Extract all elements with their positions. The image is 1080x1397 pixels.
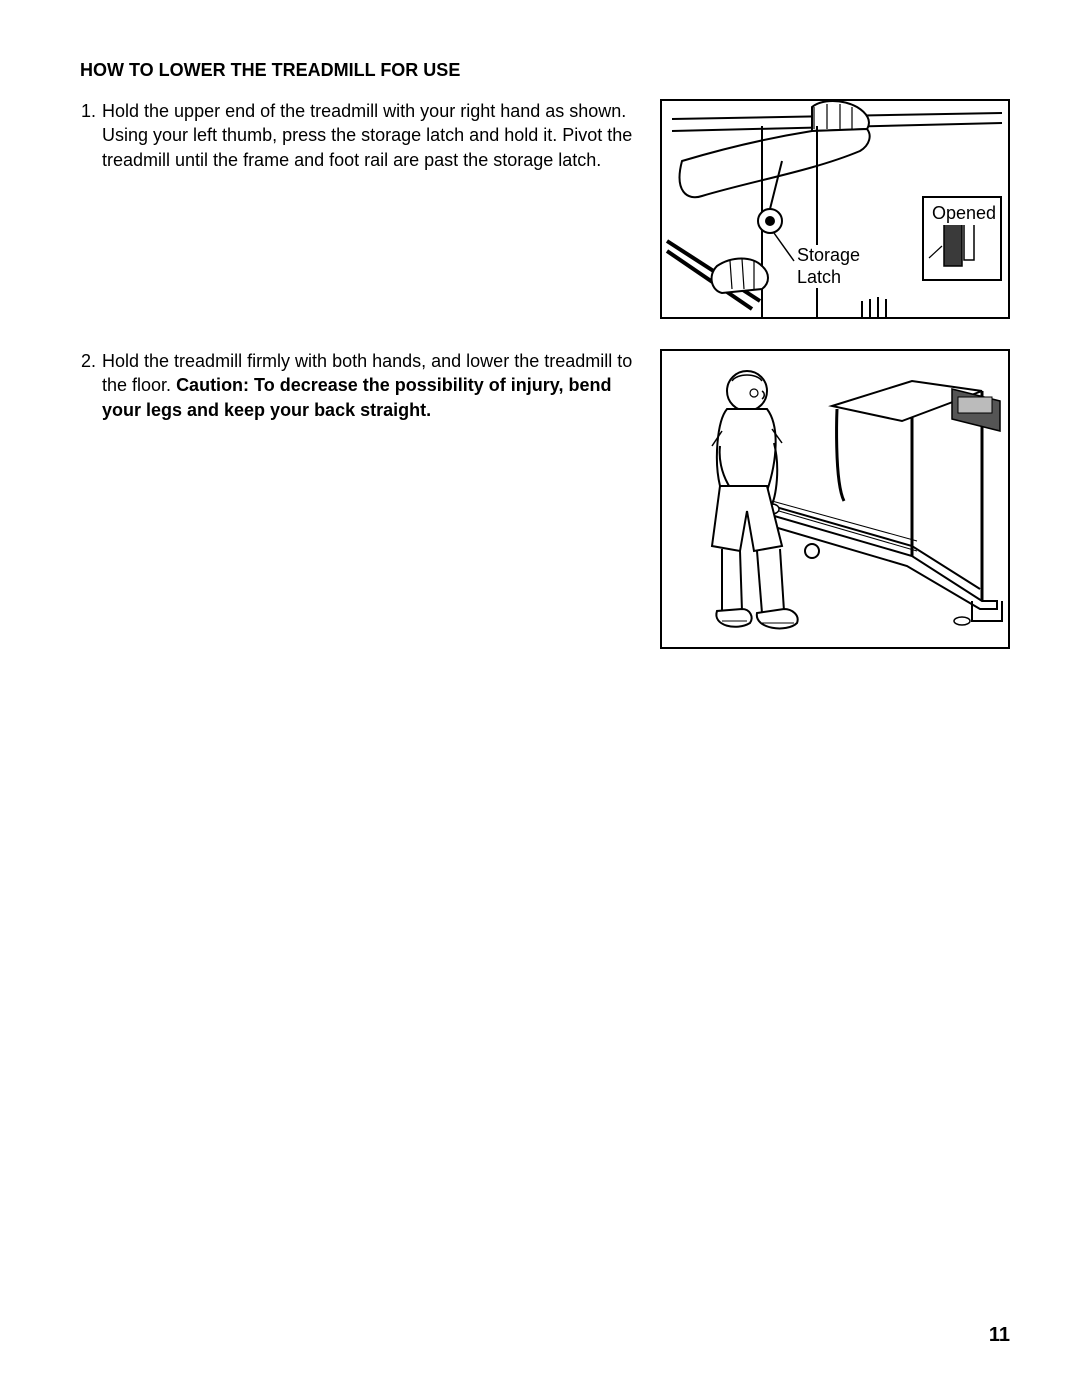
figure-1-label-storage-latch: Storage Latch xyxy=(797,245,860,288)
step-1-text: 1. Hold the upper end of the treadmill w… xyxy=(80,99,660,172)
figure-1-container: Opened Storage Latch xyxy=(660,99,1010,319)
step-2-body: Hold the treadmill firmly with both hand… xyxy=(102,349,640,422)
step-2-caution: Caution: To decrease the possibility of … xyxy=(102,375,611,419)
page-number: 11 xyxy=(989,1324,1010,1347)
figure-2 xyxy=(660,349,1010,649)
step-1-body: Hold the upper end of the treadmill with… xyxy=(102,99,640,172)
step-1-number: 1. xyxy=(80,99,102,172)
step-2-row: 2. Hold the treadmill firmly with both h… xyxy=(80,349,1010,649)
figure-1-label-opened: Opened xyxy=(932,203,996,225)
step-1-row: 1. Hold the upper end of the treadmill w… xyxy=(80,99,1010,319)
figure-2-illustration xyxy=(662,351,1010,649)
figure-1: Opened Storage Latch xyxy=(660,99,1010,319)
manual-page: HOW TO LOWER THE TREADMILL FOR USE 1. Ho… xyxy=(0,0,1080,1397)
step-2-number: 2. xyxy=(80,349,102,422)
figure-2-container xyxy=(660,349,1010,649)
section-heading: HOW TO LOWER THE TREADMILL FOR USE xyxy=(80,60,1010,81)
step-2-text: 2. Hold the treadmill firmly with both h… xyxy=(80,349,660,422)
